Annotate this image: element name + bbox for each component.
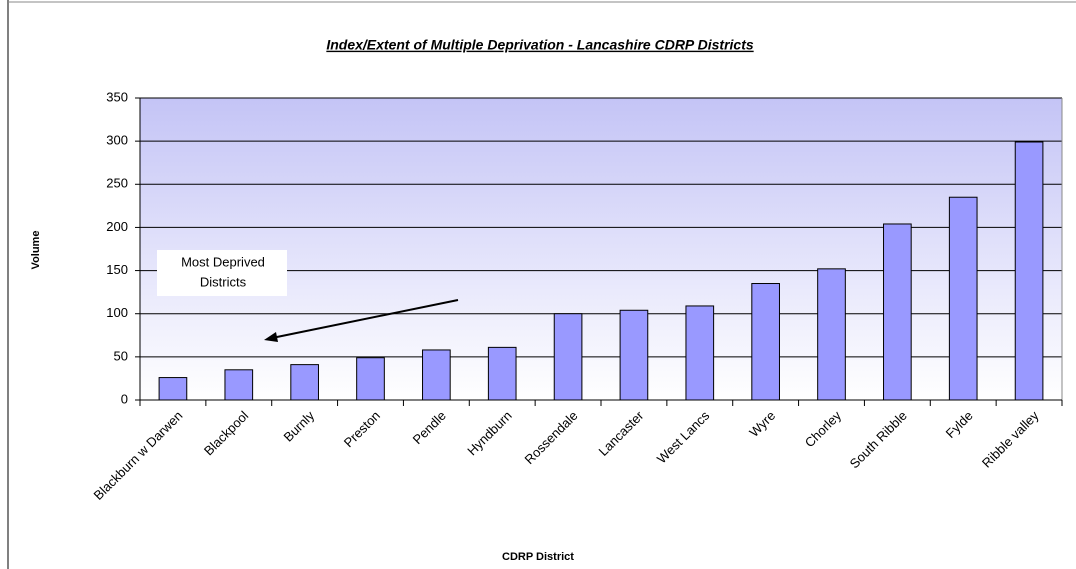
x-tick-label: Fylde bbox=[943, 408, 976, 441]
x-axis-title: CDRP District bbox=[502, 551, 574, 563]
bar bbox=[948, 196, 978, 401]
bar bbox=[224, 369, 254, 401]
annotation-text: Districts bbox=[200, 274, 247, 289]
bar bbox=[553, 313, 583, 401]
x-tick-label: Ribble valley bbox=[979, 408, 1042, 471]
bar bbox=[619, 309, 649, 401]
y-axis-title: Volume bbox=[30, 231, 42, 270]
annotation-box bbox=[157, 250, 287, 296]
y-tick-label: 300 bbox=[106, 133, 128, 148]
plot-area bbox=[140, 98, 1062, 400]
y-tick-label: 0 bbox=[121, 391, 128, 406]
bar bbox=[422, 349, 451, 401]
x-tick-label: Preston bbox=[341, 408, 383, 450]
bar bbox=[356, 357, 385, 401]
bar bbox=[883, 223, 912, 401]
x-tick-label: Chorley bbox=[802, 408, 845, 451]
y-tick-label: 350 bbox=[106, 89, 128, 104]
x-tick-label: South Ribble bbox=[847, 408, 910, 471]
x-tick-label: Rossendale bbox=[521, 408, 580, 467]
bar bbox=[487, 346, 517, 401]
x-tick-label: Wyre bbox=[746, 408, 778, 440]
bar bbox=[817, 268, 846, 401]
x-tick-label: Burnly bbox=[281, 408, 318, 445]
annotation-text: Most Deprived bbox=[181, 254, 265, 269]
y-tick-label: 250 bbox=[106, 176, 128, 191]
y-tick-label: 200 bbox=[106, 219, 128, 234]
bar bbox=[751, 283, 780, 401]
bar bbox=[290, 364, 319, 401]
chart-title: Index/Extent of Multiple Deprivation - L… bbox=[326, 37, 754, 53]
bar bbox=[685, 305, 715, 401]
x-tick-label: Blackpool bbox=[201, 408, 252, 459]
x-tick-label: Lancaster bbox=[596, 407, 647, 458]
x-tick-label: Pendle bbox=[410, 408, 449, 447]
y-tick-label: 50 bbox=[114, 348, 128, 363]
y-tick-label: 150 bbox=[106, 262, 128, 277]
x-tick-label: Hyndburn bbox=[464, 408, 514, 458]
x-tick-label: Blackburn w Darwen bbox=[91, 408, 186, 503]
annotation-arrow bbox=[271, 299, 459, 339]
bar bbox=[158, 377, 188, 401]
y-tick-label: 100 bbox=[106, 305, 128, 320]
x-tick-label: West Lancs bbox=[654, 408, 713, 467]
annotation-arrowhead bbox=[264, 332, 278, 342]
bar bbox=[1014, 141, 1044, 401]
